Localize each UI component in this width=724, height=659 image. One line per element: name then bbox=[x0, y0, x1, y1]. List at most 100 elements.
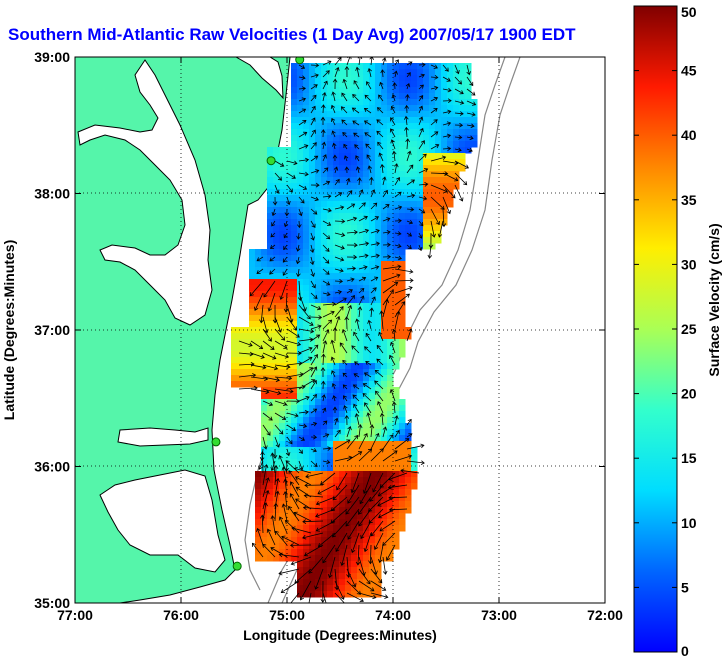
velocity-cell bbox=[327, 159, 334, 166]
velocity-cell bbox=[369, 555, 376, 562]
velocity-cell bbox=[309, 129, 316, 136]
velocity-arrow bbox=[322, 420, 328, 426]
velocity-cell bbox=[309, 171, 316, 178]
velocity-cell bbox=[399, 513, 406, 520]
velocity-cell bbox=[381, 297, 388, 304]
velocity-cell bbox=[297, 579, 304, 586]
velocity-cell bbox=[381, 231, 388, 238]
velocity-cell bbox=[351, 399, 358, 406]
velocity-cell bbox=[387, 183, 394, 190]
velocity-cell bbox=[309, 411, 316, 418]
velocity-cell bbox=[327, 489, 334, 496]
velocity-cell bbox=[309, 279, 316, 286]
velocity-cell bbox=[285, 459, 292, 466]
velocity-cell bbox=[291, 153, 298, 160]
velocity-cell bbox=[285, 195, 292, 202]
velocity-cell bbox=[285, 333, 292, 340]
velocity-cell bbox=[393, 363, 400, 370]
velocity-cell bbox=[369, 471, 376, 478]
velocity-arrow bbox=[376, 358, 384, 366]
velocity-cell bbox=[351, 237, 358, 244]
velocity-cell bbox=[297, 117, 304, 124]
velocity-cell bbox=[387, 255, 394, 262]
velocity-cell bbox=[321, 87, 328, 94]
velocity-cell bbox=[417, 63, 424, 70]
velocity-cell bbox=[315, 99, 322, 106]
velocity-cell bbox=[297, 543, 304, 550]
velocity-cell bbox=[411, 159, 418, 166]
velocity-cell bbox=[441, 69, 448, 76]
velocity-cell bbox=[453, 165, 460, 172]
velocity-cell bbox=[327, 495, 334, 502]
velocity-cell bbox=[297, 555, 304, 562]
velocity-cell bbox=[381, 87, 388, 94]
velocity-cell bbox=[405, 483, 412, 490]
velocity-cell bbox=[381, 417, 388, 424]
velocity-cell bbox=[303, 321, 310, 328]
velocity-arrow bbox=[389, 341, 396, 354]
velocity-cell bbox=[381, 291, 388, 298]
velocity-arrow bbox=[298, 367, 314, 378]
velocity-cell bbox=[339, 363, 346, 370]
velocity-cell bbox=[255, 285, 262, 292]
velocity-arrow bbox=[342, 372, 348, 378]
velocity-cell bbox=[237, 351, 244, 358]
velocity-cell bbox=[297, 201, 304, 208]
velocity-cell bbox=[327, 405, 334, 412]
velocity-cell bbox=[345, 201, 352, 208]
velocity-cell bbox=[465, 99, 472, 106]
velocity-cell bbox=[369, 165, 376, 172]
velocity-cell bbox=[321, 351, 328, 358]
velocity-cell bbox=[327, 459, 334, 466]
velocity-cell bbox=[351, 303, 358, 310]
velocity-cell bbox=[291, 243, 298, 250]
velocity-cell bbox=[249, 255, 256, 262]
velocity-cell bbox=[369, 507, 376, 514]
velocity-cell bbox=[381, 447, 388, 454]
velocity-cell bbox=[357, 171, 364, 178]
velocity-arrow bbox=[262, 477, 270, 498]
velocity-cell bbox=[261, 345, 268, 352]
velocity-cell bbox=[297, 507, 304, 514]
velocity-arrow bbox=[342, 384, 348, 390]
velocity-cell bbox=[453, 87, 460, 94]
velocity-cell bbox=[333, 273, 340, 280]
velocity-cell bbox=[411, 231, 418, 238]
velocity-cell bbox=[393, 357, 400, 364]
velocity-arrow bbox=[378, 94, 384, 102]
velocity-cell bbox=[369, 411, 376, 418]
velocity-arrow bbox=[370, 253, 380, 259]
velocity-arrow bbox=[274, 436, 280, 448]
velocity-cell bbox=[273, 225, 280, 232]
velocity-arrow bbox=[331, 117, 336, 126]
velocity-arrow bbox=[270, 452, 276, 474]
velocity-cell bbox=[417, 75, 424, 82]
velocity-cell bbox=[411, 63, 418, 70]
velocity-arrow bbox=[364, 346, 372, 354]
velocity-cell bbox=[357, 519, 364, 526]
velocity-cell bbox=[279, 171, 286, 178]
velocity-arrow bbox=[274, 424, 284, 435]
velocity-cell bbox=[405, 135, 412, 142]
velocity-arrow bbox=[370, 432, 380, 450]
colorbar-tick-label: 5 bbox=[681, 579, 689, 595]
velocity-cell bbox=[411, 87, 418, 94]
velocity-cell bbox=[369, 339, 376, 346]
velocity-cell bbox=[309, 543, 316, 550]
velocity-cell bbox=[363, 549, 370, 556]
velocity-cell bbox=[399, 69, 406, 76]
velocity-cell bbox=[399, 255, 406, 262]
velocity-cell bbox=[381, 393, 388, 400]
velocity-arrow bbox=[336, 472, 348, 491]
velocity-cell bbox=[303, 507, 310, 514]
velocity-arrow bbox=[365, 360, 372, 366]
velocity-cell bbox=[327, 423, 334, 430]
velocity-arrow bbox=[391, 328, 397, 342]
velocity-cell bbox=[375, 369, 382, 376]
velocity-cell bbox=[285, 237, 292, 244]
velocity-arrow bbox=[466, 112, 476, 117]
velocity-cell bbox=[279, 483, 286, 490]
velocity-cell bbox=[375, 63, 382, 70]
velocity-arrow bbox=[286, 172, 296, 179]
